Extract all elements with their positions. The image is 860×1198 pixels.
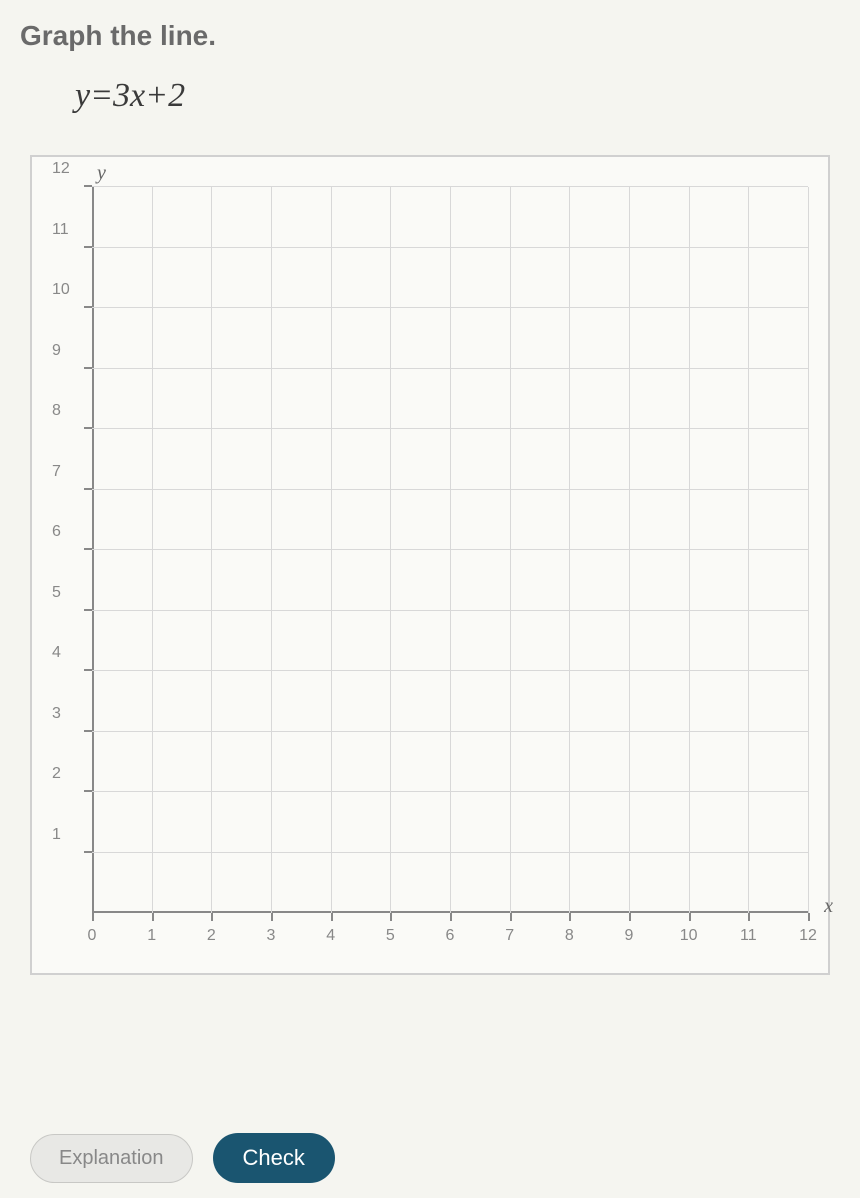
grid-line-horizontal	[92, 368, 808, 369]
x-tick-label: 1	[147, 927, 156, 945]
x-tick-label: 2	[207, 927, 216, 945]
x-tick	[629, 913, 631, 921]
grid-line-horizontal	[92, 489, 808, 490]
x-tick	[390, 913, 392, 921]
y-tick-label: 7	[52, 463, 61, 481]
grid-line-horizontal	[92, 731, 808, 732]
x-tick	[271, 913, 273, 921]
y-tick	[84, 851, 92, 853]
y-tick-label: 12	[52, 160, 70, 178]
y-tick-label: 9	[52, 342, 61, 360]
y-axis	[92, 187, 94, 913]
x-tick-label: 12	[799, 927, 817, 945]
x-tick	[92, 913, 94, 921]
grid-line-vertical	[808, 187, 809, 913]
y-tick	[84, 246, 92, 248]
y-tick	[84, 669, 92, 671]
y-tick	[84, 427, 92, 429]
grid-line-vertical	[390, 187, 391, 913]
grid-line-vertical	[569, 187, 570, 913]
x-tick-label: 4	[326, 927, 335, 945]
x-tick	[569, 913, 571, 921]
y-tick-label: 8	[52, 402, 61, 420]
x-tick-label: 3	[267, 927, 276, 945]
y-tick-label: 4	[52, 644, 61, 662]
x-tick-label: 7	[505, 927, 514, 945]
x-tick-label: 8	[565, 927, 574, 945]
explanation-button[interactable]: Explanation	[30, 1134, 193, 1183]
grid-line-vertical	[629, 187, 630, 913]
graph-canvas[interactable]: y x 0123456789101112123456789101112	[30, 155, 830, 975]
grid-line-vertical	[271, 187, 272, 913]
x-tick	[152, 913, 154, 921]
x-tick-label: 11	[740, 927, 757, 945]
x-tick-label: 6	[446, 927, 455, 945]
y-tick	[84, 185, 92, 187]
grid-line-horizontal	[92, 247, 808, 248]
grid-line-horizontal	[92, 670, 808, 671]
y-tick	[84, 367, 92, 369]
x-tick	[211, 913, 213, 921]
grid-line-vertical	[510, 187, 511, 913]
x-tick	[808, 913, 810, 921]
y-tick-label: 3	[52, 705, 61, 723]
y-tick-label: 11	[52, 221, 69, 239]
grid-line-horizontal	[92, 852, 808, 853]
grid-line-vertical	[689, 187, 690, 913]
grid-line-horizontal	[92, 791, 808, 792]
y-tick	[84, 306, 92, 308]
y-axis-label: y	[97, 162, 106, 185]
check-label: Check	[243, 1145, 305, 1170]
x-tick-label: 9	[625, 927, 634, 945]
y-tick	[84, 488, 92, 490]
y-tick	[84, 790, 92, 792]
x-axis-label: x	[824, 895, 833, 918]
y-tick-label: 5	[52, 584, 61, 602]
equation-text: y=3x+2	[75, 77, 845, 115]
x-tick-label: 0	[88, 927, 97, 945]
x-tick	[689, 913, 691, 921]
grid-line-horizontal	[92, 428, 808, 429]
y-tick-label: 2	[52, 765, 61, 783]
x-tick-label: 5	[386, 927, 395, 945]
x-tick	[510, 913, 512, 921]
y-tick-label: 10	[52, 281, 70, 299]
x-tick	[331, 913, 333, 921]
grid-line-vertical	[748, 187, 749, 913]
grid-line-vertical	[331, 187, 332, 913]
x-tick	[450, 913, 452, 921]
grid-line-horizontal	[92, 549, 808, 550]
check-button[interactable]: Check	[213, 1133, 335, 1183]
y-tick-label: 6	[52, 523, 61, 541]
y-tick-label: 1	[52, 826, 61, 844]
x-tick	[748, 913, 750, 921]
grid-line-vertical	[152, 187, 153, 913]
grid-line-horizontal	[92, 610, 808, 611]
x-tick-label: 10	[680, 927, 698, 945]
grid-line-horizontal	[92, 186, 808, 187]
bottom-bar: Explanation Check	[30, 1133, 335, 1183]
y-tick	[84, 730, 92, 732]
prompt-text: Graph the line.	[20, 20, 845, 52]
grid-line-vertical	[450, 187, 451, 913]
explanation-label: Explanation	[59, 1147, 164, 1170]
grid-line-horizontal	[92, 307, 808, 308]
y-tick	[84, 548, 92, 550]
grid-line-vertical	[211, 187, 212, 913]
y-tick	[84, 609, 92, 611]
